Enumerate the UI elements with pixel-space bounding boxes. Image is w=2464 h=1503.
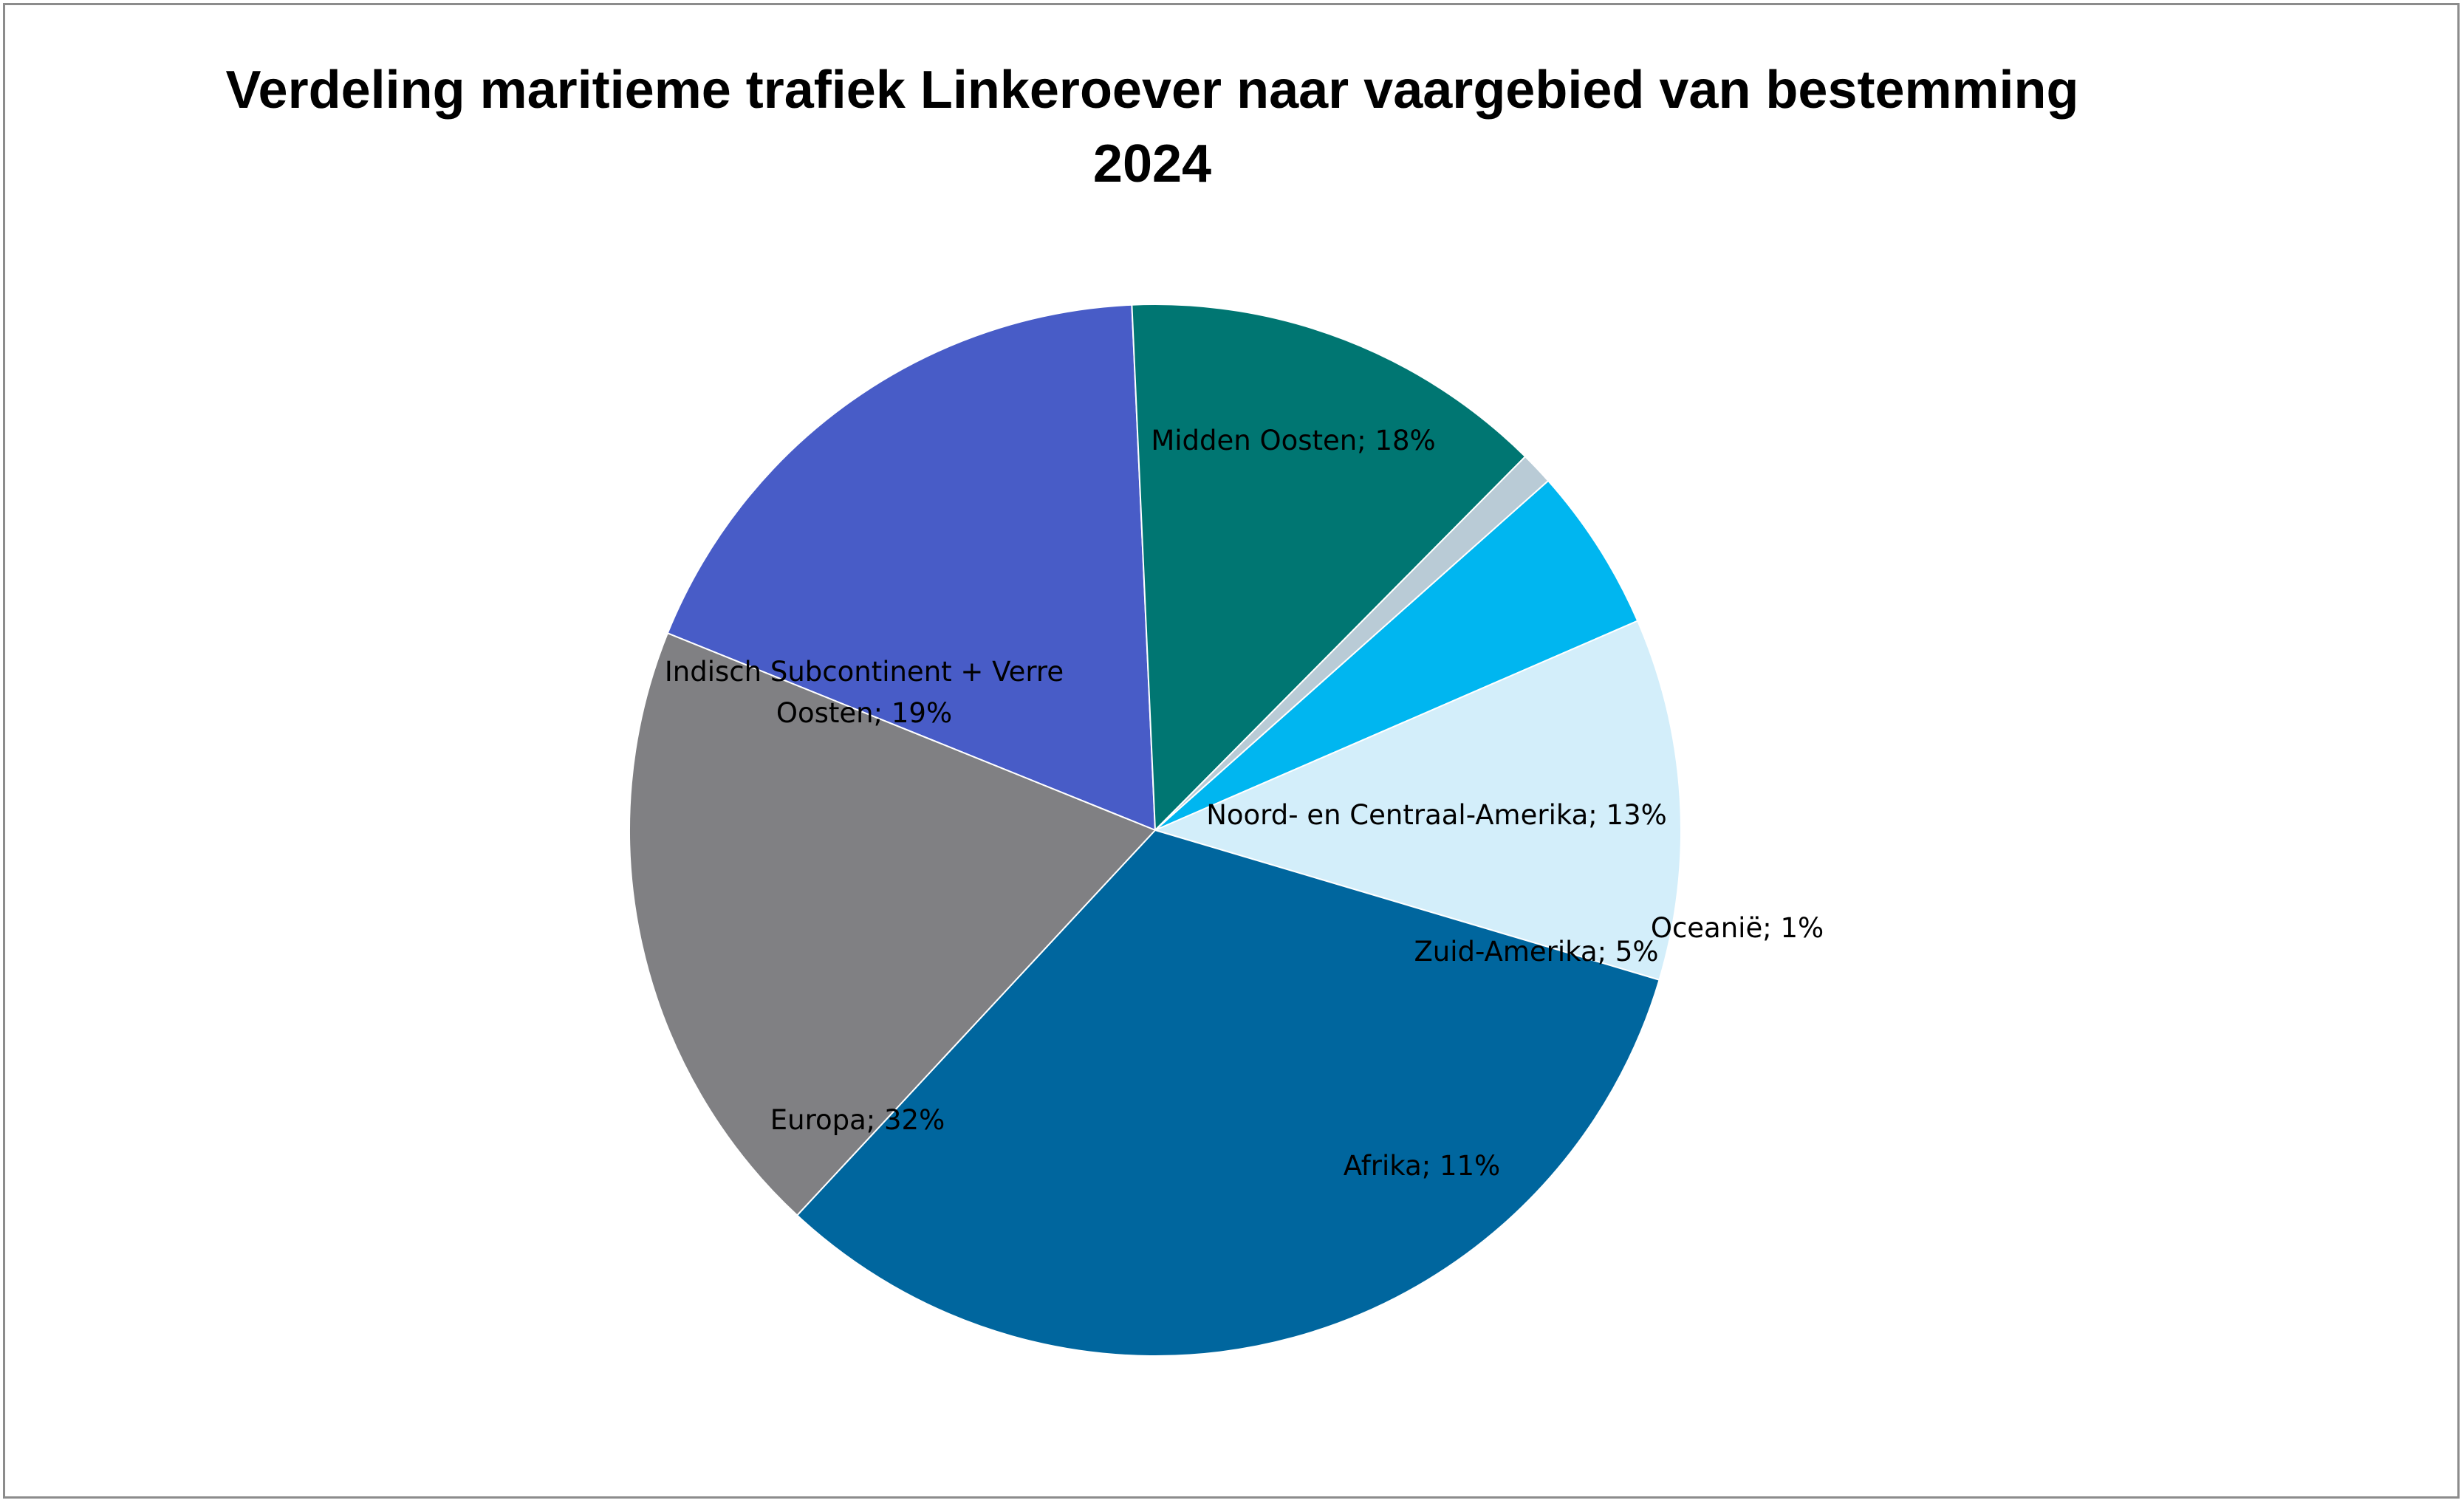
data-label-midden-oosten: Midden Oosten; 18% [1151, 425, 1435, 456]
chart-title-main: Verdeling maritieme trafiek Linkeroever … [225, 61, 2079, 120]
data-label-afrika: Afrika; 11% [1344, 1150, 1500, 1182]
pie-slice-europa [795, 829, 1660, 1357]
pie-labels: Midden Oosten; 18% Noord- en Centraal-Ame… [665, 425, 1824, 1182]
pie-slice-noord-en-centraal-amerika [1131, 304, 1527, 832]
pie-slices [629, 304, 1682, 1357]
pie-slice-indisch-subcontinent-verre-oosten [629, 631, 1157, 1216]
data-label-zuid-amerika: Zuid-Amerika; 5% [1414, 936, 1658, 968]
data-label-europa: Europa; 32% [770, 1104, 945, 1136]
pie-slice-midden-oosten [666, 304, 1157, 832]
data-label-noord-en-centraal-amerika: Noord- en Centraal-Amerika; 13% [1206, 799, 1667, 831]
data-label-indisch-subcontinent-verre-oosten: Indisch Subcontinent + Verre Oosten; 19% [665, 656, 1064, 729]
chart-title: Verdeling maritieme trafiek Linkeroever … [0, 53, 2304, 201]
data-label-oceanie: Oceanië; 1% [1651, 912, 1824, 944]
pie-slice-zuid-amerika [1154, 479, 1639, 831]
chart-title-year: 2024 [1092, 134, 1212, 194]
pie-slice-afrika [1153, 620, 1682, 982]
